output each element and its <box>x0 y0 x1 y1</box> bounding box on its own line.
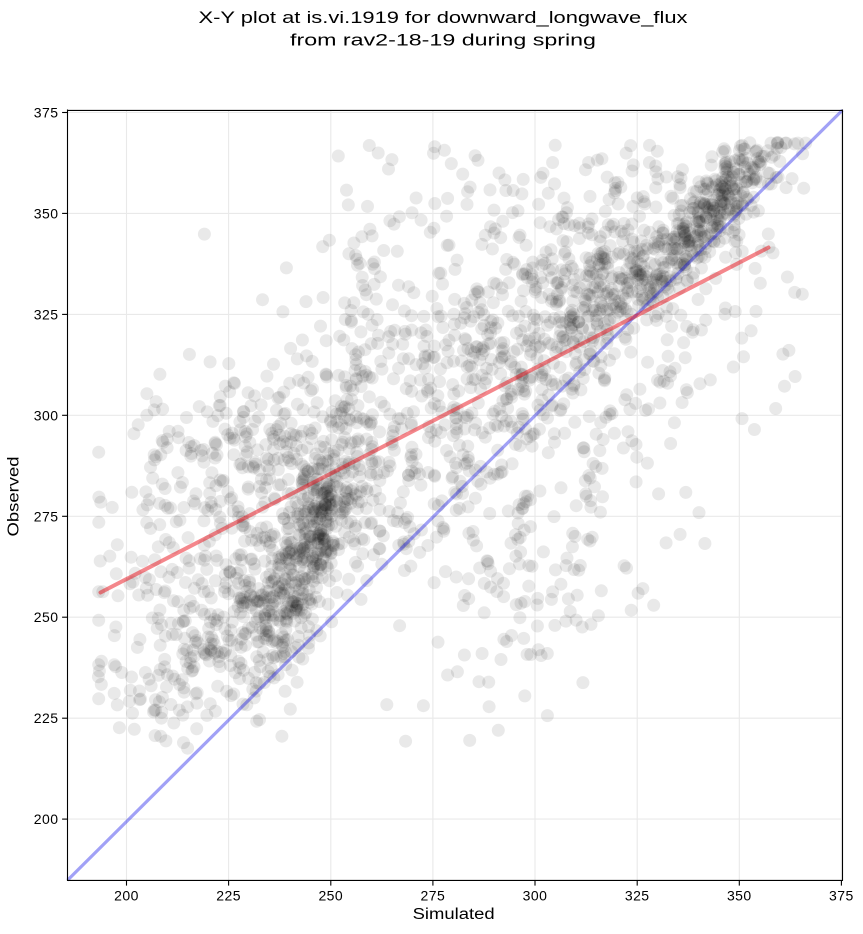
svg-text:275: 275 <box>34 508 59 524</box>
svg-text:300: 300 <box>523 887 548 903</box>
svg-text:from rav2-18-19 during spring: from rav2-18-19 during spring <box>290 30 596 49</box>
svg-text:300: 300 <box>34 407 59 423</box>
svg-text:X-Y plot at is.vi.1919 for dow: X-Y plot at is.vi.1919 for downward_long… <box>199 8 689 27</box>
svg-text:225: 225 <box>34 710 59 726</box>
svg-text:375: 375 <box>829 887 854 903</box>
svg-text:375: 375 <box>34 105 59 121</box>
svg-text:200: 200 <box>114 887 139 903</box>
svg-text:350: 350 <box>727 887 752 903</box>
svg-text:Observed: Observed <box>6 457 23 537</box>
svg-text:250: 250 <box>34 609 59 625</box>
svg-text:Simulated: Simulated <box>413 906 495 923</box>
svg-text:250: 250 <box>318 887 343 903</box>
svg-text:225: 225 <box>216 887 241 903</box>
svg-text:325: 325 <box>34 306 59 322</box>
svg-text:275: 275 <box>421 887 446 903</box>
svg-text:200: 200 <box>34 811 59 827</box>
svg-text:350: 350 <box>34 205 59 221</box>
svg-text:325: 325 <box>625 887 650 903</box>
